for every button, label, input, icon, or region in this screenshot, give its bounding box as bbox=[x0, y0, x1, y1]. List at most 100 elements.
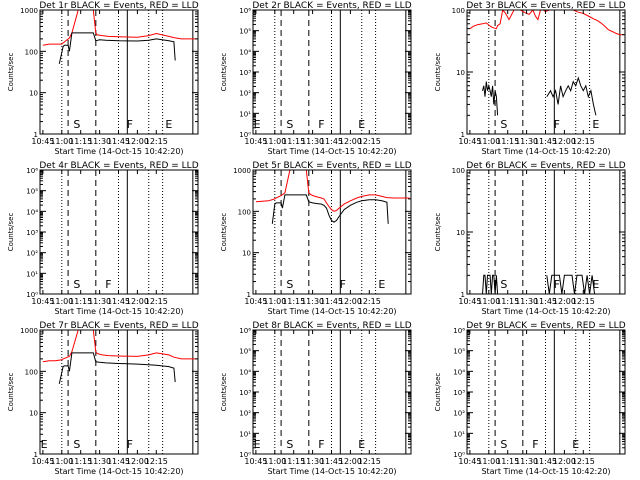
interval-marker-s: S bbox=[500, 118, 507, 131]
y-tick-label: 10³ bbox=[239, 69, 251, 77]
chart-title: Det 3r BLACK = Events, RED = LLD bbox=[466, 1, 625, 11]
x-tick-label: 11:15 bbox=[69, 457, 92, 466]
x-tick-label: 11:15 bbox=[282, 137, 305, 146]
y-axis-label: Counts/sec bbox=[7, 53, 15, 92]
y-tick-label: 10⁴ bbox=[26, 208, 38, 216]
x-tick-label: 11:15 bbox=[69, 137, 92, 146]
x-tick-label: 12:00 bbox=[339, 297, 362, 306]
y-tick-label: 10⁵ bbox=[26, 188, 38, 196]
interval-marker-s: S bbox=[286, 438, 293, 451]
y-tick-label: 10⁶ bbox=[239, 7, 251, 15]
y-tick-label: 1 bbox=[34, 131, 38, 139]
interval-marker-f: F bbox=[318, 438, 324, 451]
x-tick-label: 12:15 bbox=[572, 297, 595, 306]
interval-marker-s: S bbox=[286, 118, 293, 131]
y-tick-label: 100 bbox=[452, 7, 465, 15]
x-tick-label: 11:00 bbox=[50, 457, 73, 466]
interval-marker-e: E bbox=[572, 438, 579, 451]
x-tick-label: 10:45 bbox=[458, 137, 481, 146]
y-tick-label: 100 bbox=[25, 48, 38, 56]
y-tick-label: 10⁶ bbox=[453, 327, 465, 335]
x-tick-label: 11:45 bbox=[320, 137, 343, 146]
x-tick-label: 11:45 bbox=[320, 297, 343, 306]
x-tick-label: 10:45 bbox=[458, 297, 481, 306]
chart-panel-4: Det 4r BLACK = Events, RED = LLD Counts/s… bbox=[7, 161, 199, 316]
y-tick-label: 10⁵ bbox=[453, 348, 465, 356]
plot-frame bbox=[39, 9, 199, 135]
y-axis-label: Counts/sec bbox=[7, 373, 15, 412]
interval-marker-s: S bbox=[73, 118, 80, 131]
x-axis-label: Start Time (14-Oct-15 10:42:20) bbox=[267, 147, 396, 156]
y-tick-label: 10² bbox=[453, 410, 465, 418]
chart-title: Det 9r BLACK = Events, RED = LLD bbox=[466, 321, 625, 331]
x-tick-label: 10:45 bbox=[244, 457, 267, 466]
chart-panel-1: Det 1r BLACK = Events, RED = LLD Counts/s… bbox=[7, 1, 199, 156]
x-tick-label: 12:00 bbox=[339, 137, 362, 146]
events-series-line bbox=[58, 32, 176, 64]
interval-marker-e: E bbox=[592, 118, 599, 131]
interval-marker-f: F bbox=[340, 278, 346, 291]
y-tick-label: 10 bbox=[456, 69, 465, 77]
x-tick-label: 11:30 bbox=[88, 457, 111, 466]
x-tick-label: 11:45 bbox=[534, 457, 557, 466]
x-axis-label: Start Time (14-Oct-15 10:42:20) bbox=[54, 147, 183, 156]
interval-marker-e: E bbox=[254, 438, 261, 451]
events-series-line bbox=[546, 274, 598, 294]
y-tick-label: 1 bbox=[247, 291, 251, 299]
interval-marker-e: E bbox=[378, 278, 385, 291]
interval-marker-s: S bbox=[73, 278, 80, 291]
y-axis-label: Counts/sec bbox=[220, 53, 228, 92]
x-tick-label: 12:00 bbox=[553, 297, 576, 306]
chart-panel-3: Det 3r BLACK = Events, RED = LLD Counts/s… bbox=[434, 1, 626, 156]
y-tick-label: 10¹ bbox=[453, 430, 465, 438]
x-tick-label: 10:45 bbox=[458, 457, 481, 466]
x-tick-label: 10:45 bbox=[31, 297, 54, 306]
y-tick-label: 10² bbox=[239, 410, 251, 418]
interval-marker-f: F bbox=[532, 438, 538, 451]
x-axis-label: Start Time (14-Oct-15 10:42:20) bbox=[267, 467, 396, 476]
x-tick-label: 11:15 bbox=[282, 297, 305, 306]
y-tick-label: 10³ bbox=[239, 389, 251, 397]
y-axis-label: Counts/sec bbox=[434, 213, 442, 252]
events-series-line bbox=[546, 76, 597, 116]
interval-marker-e: E bbox=[254, 118, 261, 131]
x-tick-label: 11:15 bbox=[496, 457, 519, 466]
chart-title: Det 1r BLACK = Events, RED = LLD bbox=[39, 1, 198, 11]
x-tick-label: 12:00 bbox=[126, 297, 149, 306]
y-tick-label: 10⁰ bbox=[239, 451, 251, 459]
x-tick-label: 12:00 bbox=[126, 457, 149, 466]
x-tick-label: 10:45 bbox=[244, 137, 267, 146]
y-tick-label: 10³ bbox=[453, 389, 465, 397]
y-tick-label: 10⁰ bbox=[239, 131, 251, 139]
x-tick-label: 11:00 bbox=[477, 457, 500, 466]
events-series-line bbox=[482, 274, 499, 294]
interval-marker-s: S bbox=[286, 278, 293, 291]
x-tick-label: 11:45 bbox=[107, 137, 130, 146]
x-tick-label: 12:15 bbox=[358, 137, 381, 146]
x-tick-label: 11:00 bbox=[263, 297, 286, 306]
x-tick-label: 11:00 bbox=[263, 457, 286, 466]
x-tick-label: 12:15 bbox=[145, 137, 168, 146]
interval-marker-s: S bbox=[73, 438, 80, 451]
y-axis-label: Counts/sec bbox=[220, 213, 228, 252]
x-axis-label: Start Time (14-Oct-15 10:42:20) bbox=[481, 147, 610, 156]
y-tick-label: 1000 bbox=[20, 327, 38, 335]
y-tick-label: 10⁶ bbox=[26, 167, 38, 175]
x-tick-label: 11:30 bbox=[301, 137, 324, 146]
y-tick-label: 100 bbox=[25, 368, 38, 376]
y-tick-label: 10¹ bbox=[239, 430, 251, 438]
events-series-line bbox=[58, 352, 176, 384]
interval-marker-f: F bbox=[554, 278, 560, 291]
x-tick-label: 11:00 bbox=[50, 137, 73, 146]
x-tick-label: 12:15 bbox=[358, 297, 381, 306]
y-tick-label: 10³ bbox=[26, 229, 38, 237]
x-tick-label: 11:30 bbox=[301, 297, 324, 306]
x-tick-label: 10:45 bbox=[244, 297, 267, 306]
x-tick-label: 11:00 bbox=[477, 137, 500, 146]
interval-marker-s: S bbox=[500, 438, 507, 451]
plot-frame bbox=[39, 329, 199, 455]
y-tick-label: 10² bbox=[239, 90, 251, 98]
